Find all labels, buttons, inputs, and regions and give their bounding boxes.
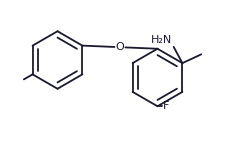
Text: F: F — [163, 101, 170, 111]
Text: O: O — [116, 42, 124, 52]
Text: H₂N: H₂N — [151, 35, 172, 45]
